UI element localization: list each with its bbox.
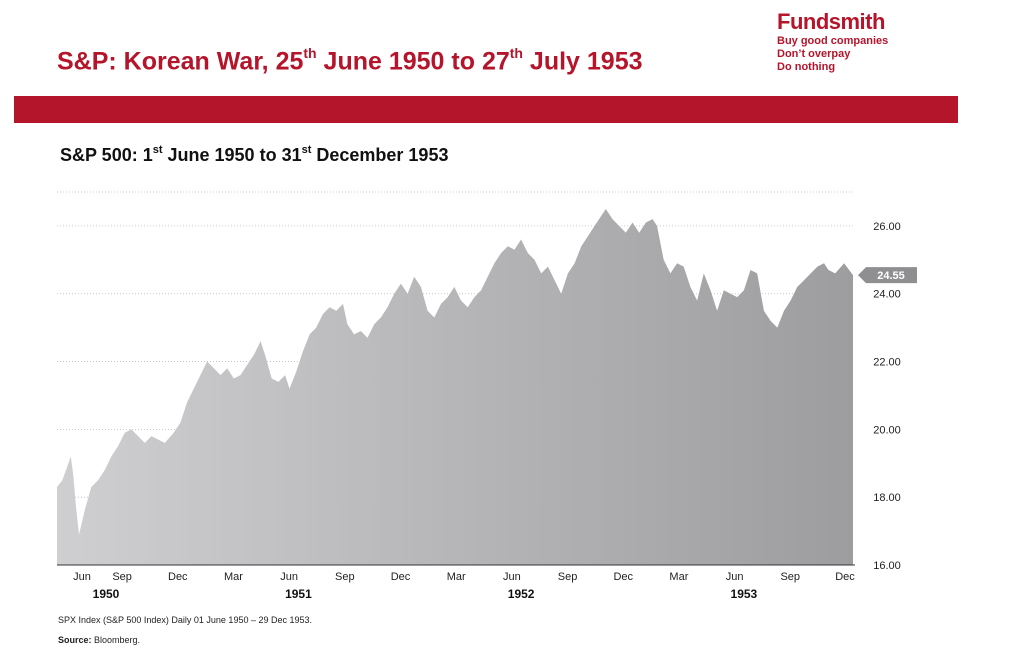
year-label: 1952 <box>508 587 535 601</box>
x-tick-label: Sep <box>335 571 355 583</box>
y-tick-label: 26.00 <box>873 221 901 233</box>
logo-tagline-3: Do nothing <box>777 61 836 73</box>
logo-tagline-2: Don’t overpay <box>777 48 851 60</box>
y-tick-label: 24.00 <box>873 289 901 301</box>
x-tick-label: Mar <box>447 571 466 583</box>
x-tick-label: Sep <box>558 571 578 583</box>
x-tick-label: Mar <box>669 571 688 583</box>
year-label: 1951 <box>285 587 312 601</box>
slide-title: S&P: Korean War, 25th June 1950 to 27th … <box>57 45 643 76</box>
x-tick-label: Jun <box>503 571 521 583</box>
x-axis-ticks: Jun Sep Dec Mar Jun Sep Dec Mar Jun Sep Dec Mar Jun S… <box>73 571 855 583</box>
y-tick-label: 20.00 <box>873 424 901 436</box>
last-value-text: 24.55 <box>877 270 905 282</box>
source-note: Source: Bloomberg. <box>58 635 140 645</box>
x-tick-label: Dec <box>391 571 411 583</box>
y-tick-label: 18.00 <box>873 492 901 504</box>
chart-footnote: SPX Index (S&P 500 Index) Daily 01 June … <box>58 615 312 625</box>
x-tick-label: Jun <box>726 571 744 583</box>
x-tick-label: Dec <box>835 571 855 583</box>
x-tick-label: Mar <box>224 571 243 583</box>
fundsmith-logo: Fundsmith Buy good companies Don’t overp… <box>777 9 937 74</box>
logo-name: Fundsmith <box>777 9 885 34</box>
chart-title: S&P 500: 1st June 1950 to 31st December … <box>60 144 449 165</box>
year-label: 1950 <box>93 587 120 601</box>
x-tick-label: Jun <box>280 571 298 583</box>
x-tick-label: Jun <box>73 571 91 583</box>
last-value-tag <box>858 267 917 284</box>
x-tick-label: Dec <box>168 571 188 583</box>
last-value-marker: 24.55 <box>858 267 917 284</box>
x-tick-label: Sep <box>780 571 800 583</box>
title-divider-band <box>14 96 958 123</box>
y-tick-label: 16.00 <box>873 560 901 572</box>
spx-price-area <box>57 209 853 565</box>
logo-tagline-1: Buy good companies <box>777 35 889 47</box>
source-text: Bloomberg. <box>91 635 141 645</box>
year-labels: 1950 1951 1952 1953 <box>93 587 758 601</box>
y-tick-label: 22.00 <box>873 357 901 369</box>
year-label: 1953 <box>731 587 758 601</box>
x-tick-label: Dec <box>613 571 633 583</box>
x-tick-label: Sep <box>112 571 132 583</box>
source-label: Source: <box>58 635 92 645</box>
y-axis-ticks: 16.00 18.00 20.00 22.00 24.00 26.00 <box>873 221 901 572</box>
